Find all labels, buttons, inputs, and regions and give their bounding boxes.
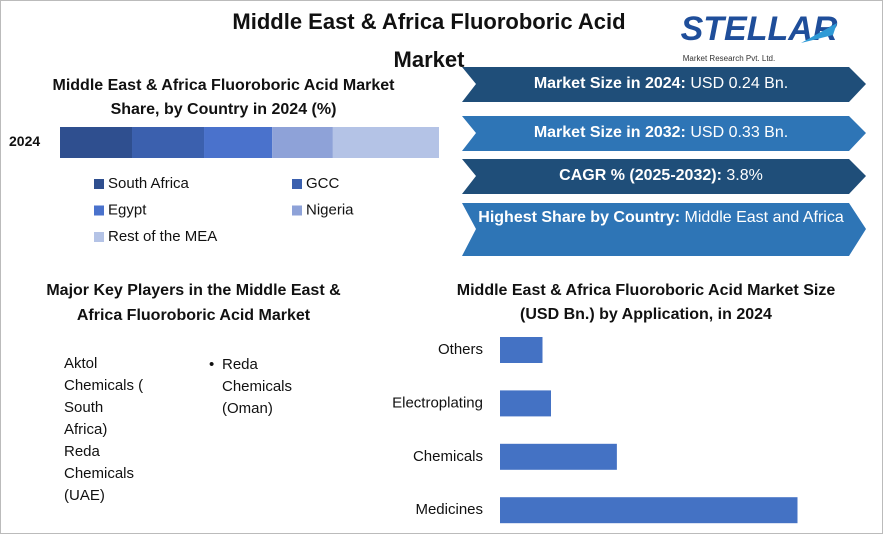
bar-segment xyxy=(332,127,439,158)
stat-value: USD 0.24 Bn. xyxy=(690,75,789,92)
logo-arrow xyxy=(801,23,837,43)
stat: Highest Share by Country: Middle East an… xyxy=(471,207,851,229)
chart-title: Middle East & Africa Fluoroboric Acid Ma… xyxy=(52,77,395,118)
banner-shape xyxy=(462,159,866,194)
legend-swatch xyxy=(292,205,302,216)
bar-segment xyxy=(132,127,205,158)
key-players-col: Aktol Chemicals ( South Africa) Reda Che… xyxy=(64,353,144,507)
bar-segment xyxy=(60,127,133,158)
stat-value: USD 0.33 Bn. xyxy=(690,124,789,141)
y-tick-label: Electroplating xyxy=(392,394,483,411)
key-player: Reda Chemicals (Oman) xyxy=(222,356,293,417)
chart-title: Middle East & Africa Fluoroboric Acid Ma… xyxy=(456,282,836,323)
stat: CAGR % (2025-2032): 3.8% xyxy=(471,165,851,187)
stat-value: 3.8% xyxy=(726,167,763,184)
legend-swatch xyxy=(292,179,302,189)
legend-swatch xyxy=(94,232,104,242)
legend-swatch xyxy=(94,205,104,216)
bar xyxy=(500,390,551,417)
y-tick-label: Others xyxy=(438,341,483,358)
legend-label: Egypt xyxy=(108,201,147,218)
stat: Market Size in 2032: USD 0.33 Bn. xyxy=(471,122,851,144)
y-tick-label: Chemicals xyxy=(413,448,483,465)
y-tick-label: 2024 xyxy=(9,133,40,149)
bar xyxy=(500,497,798,524)
legend-label: South Africa xyxy=(108,175,190,192)
bar xyxy=(500,337,543,363)
banner-shape xyxy=(462,203,866,256)
legend-swatch xyxy=(94,179,104,189)
banner-shape xyxy=(462,67,866,102)
key-player: Reda Chemicals (UAE) xyxy=(64,443,135,504)
stat-label: CAGR % (2025-2032): xyxy=(559,167,722,184)
legend-label: Rest of the MEA xyxy=(108,228,217,245)
bar-segment xyxy=(272,127,333,158)
title: Middle East & Africa Fluoroboric Acid Ma… xyxy=(232,9,626,72)
stat-label: Market Size in 2032: xyxy=(533,124,686,141)
y-tick-label: Medicines xyxy=(415,501,483,518)
key-player: Aktol Chemicals ( South Africa) xyxy=(64,355,144,438)
stat-value: Middle East and Africa xyxy=(684,209,844,226)
stat-label: Market Size in 2024: xyxy=(533,75,686,92)
bullet: • xyxy=(209,356,215,373)
logo-tagline: Market Research Pvt. Ltd. xyxy=(683,54,775,63)
key-players-title: Major Key Players in the Middle East & A… xyxy=(46,282,341,324)
key-players-col: • Reda Chemicals (Oman) xyxy=(209,354,319,420)
bar xyxy=(500,443,617,470)
logo-name: STELLAR xyxy=(681,10,838,48)
stat-label: Highest Share by Country: xyxy=(478,209,681,226)
stat: Market Size in 2024: USD 0.24 Bn. xyxy=(471,73,851,95)
legend-label: Nigeria xyxy=(306,201,354,218)
key-player-item: • Reda Chemicals (Oman) xyxy=(209,354,319,420)
bar-segment xyxy=(204,127,273,158)
banner-shape xyxy=(462,116,866,151)
legend-label: GCC xyxy=(306,175,340,192)
